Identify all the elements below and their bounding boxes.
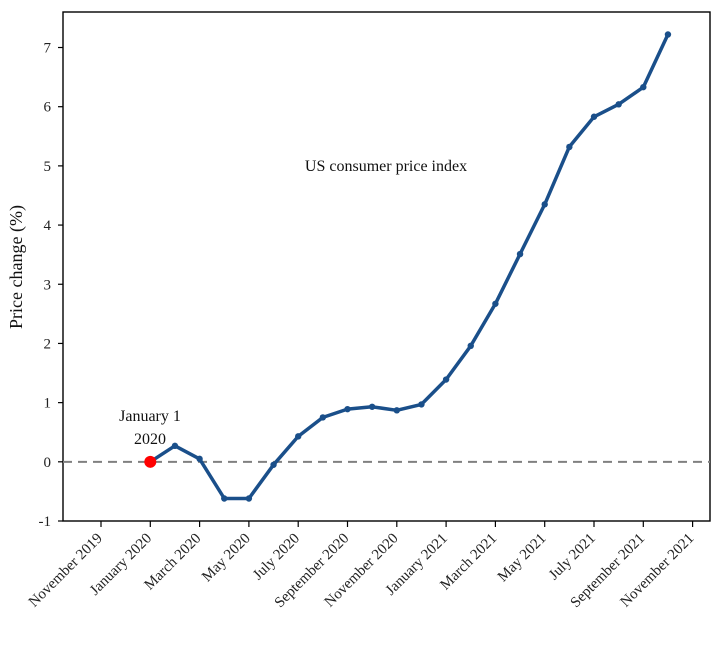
x-tick-label: May 2020 — [199, 531, 254, 586]
y-tick-label: 4 — [44, 218, 52, 234]
data-point — [270, 461, 277, 468]
january-2020-marker — [144, 455, 157, 468]
data-point — [368, 403, 376, 410]
y-axis-title: Price change (%) — [6, 205, 27, 329]
data-point — [319, 414, 327, 421]
data-point — [664, 31, 672, 38]
data-point — [295, 433, 302, 440]
y-tick-label: 2 — [44, 336, 52, 352]
y-tick-label: 6 — [44, 100, 52, 116]
data-point — [640, 83, 647, 91]
y-tick-label: 5 — [44, 159, 52, 175]
marker-label-line2: 2020 — [134, 431, 166, 448]
series-layer — [144, 31, 672, 502]
y-tick-label: -1 — [39, 514, 52, 530]
y-tick-label: 3 — [44, 277, 52, 293]
data-point — [541, 201, 548, 208]
data-point — [590, 113, 598, 120]
cpi-series-line — [148, 32, 670, 501]
data-point — [516, 250, 524, 258]
data-point — [418, 401, 425, 408]
marker-label-line1: January 1 — [119, 408, 181, 425]
y-tick-label: 7 — [44, 41, 52, 57]
y-tick-label: 0 — [44, 455, 52, 471]
data-point — [566, 143, 573, 151]
data-point — [467, 342, 474, 350]
series-annotation: US consumer price index — [305, 158, 467, 175]
y-tick-label: 1 — [44, 396, 52, 412]
y-axis-ticks: -1 0 1 2 3 4 5 6 7 — [39, 41, 63, 530]
data-point — [344, 405, 351, 413]
plot-frame — [62, 11, 711, 522]
plot-border — [62, 11, 711, 522]
data-point — [393, 407, 400, 414]
data-point — [615, 101, 622, 108]
data-point — [245, 495, 253, 502]
data-point — [221, 495, 228, 502]
data-point — [196, 455, 203, 463]
data-point — [442, 376, 450, 383]
x-tick-label: May 2021 — [495, 531, 550, 586]
data-point — [492, 300, 499, 307]
data-point — [171, 442, 179, 450]
x-tick-label: November 2019 — [26, 531, 106, 611]
